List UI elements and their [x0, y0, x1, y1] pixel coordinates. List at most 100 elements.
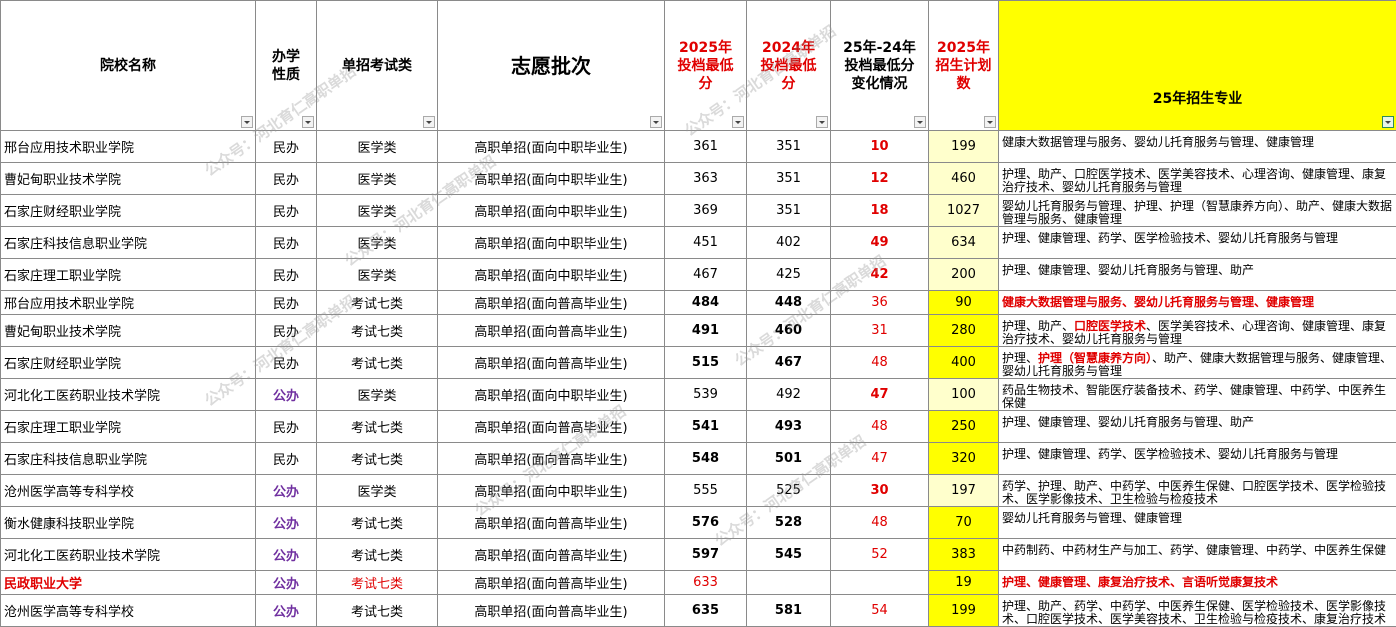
school-name: 邢台应用技术职业学院 — [1, 291, 256, 315]
header-cell: 办学性质 — [256, 1, 317, 131]
admission-batch: 高职单招(面向普高毕业生) — [438, 411, 665, 443]
school-nature: 民办 — [256, 131, 317, 163]
score-2024: 545 — [747, 539, 831, 571]
plan-count: 250 — [929, 411, 999, 443]
score-2025: 541 — [665, 411, 747, 443]
exam-category: 考试七类 — [317, 347, 438, 379]
exam-category: 考试七类 — [317, 411, 438, 443]
majors-text: 婴幼儿托育服务与管理、护理、护理（智慧康养方向）、助产、健康大数据管理与服务、健… — [1002, 200, 1393, 226]
filter-button[interactable] — [984, 116, 996, 128]
school-name: 石家庄理工职业学院 — [1, 411, 256, 443]
school-name: 沧州医学高等专科学校 — [1, 475, 256, 507]
exam-category: 考试七类 — [317, 507, 438, 539]
header-cell: 2025年招生计划数 — [929, 1, 999, 131]
plan-count: 70 — [929, 507, 999, 539]
score-2025: 555 — [665, 475, 747, 507]
major-part: 药学、护理、助产、中药学、中医养生保健、口腔医学技术、医学检验技术、医学影像技术… — [1002, 480, 1386, 506]
exam-category: 医学类 — [317, 379, 438, 411]
score-2024: 581 — [747, 595, 831, 627]
school-name: 衡水健康科技职业学院 — [1, 507, 256, 539]
score-2025: 635 — [665, 595, 747, 627]
filter-button[interactable] — [732, 116, 744, 128]
filter-button[interactable] — [914, 116, 926, 128]
majors-text: 护理、健康管理、药学、医学检验技术、婴幼儿托育服务与管理 — [1002, 448, 1393, 474]
header-text: 2024年投档最低分 — [761, 39, 817, 93]
score-2024: 501 — [747, 443, 831, 475]
admission-batch: 高职单招(面向中职毕业生) — [438, 475, 665, 507]
admission-batch: 高职单招(面向中职毕业生) — [438, 163, 665, 195]
filter-button[interactable] — [302, 116, 314, 128]
school-nature: 民办 — [256, 347, 317, 379]
school-name: 邢台应用技术职业学院 — [1, 131, 256, 163]
score-change: 18 — [831, 195, 929, 227]
plan-count: 320 — [929, 443, 999, 475]
admission-batch: 高职单招(面向中职毕业生) — [438, 195, 665, 227]
admission-batch: 高职单招(面向普高毕业生) — [438, 291, 665, 315]
score-2024: 460 — [747, 315, 831, 347]
exam-category: 考试七类 — [317, 315, 438, 347]
filter-button[interactable] — [816, 116, 828, 128]
majors-text: 护理、健康管理、康复治疗技术、言语听觉康复技术 — [1002, 576, 1393, 590]
plan-count: 199 — [929, 595, 999, 627]
header-text: 25年招生专业 — [1153, 90, 1242, 108]
header-cell: 志愿批次 — [438, 1, 665, 131]
filter-button[interactable] — [423, 116, 435, 128]
major-part: 健康大数据管理与服务、婴幼儿托育服务与管理、健康管理 — [1002, 136, 1314, 149]
score-2024: 351 — [747, 131, 831, 163]
score-2025: 548 — [665, 443, 747, 475]
school-nature: 公办 — [256, 475, 317, 507]
majors-text: 药品生物技术、智能医疗装备技术、药学、健康管理、中药学、中医养生保健 — [1002, 384, 1393, 410]
school-nature: 民办 — [256, 195, 317, 227]
admission-batch: 高职单招(面向普高毕业生) — [438, 571, 665, 595]
score-2024: 493 — [747, 411, 831, 443]
major-part: 护理、健康管理、婴幼儿托育服务与管理、助产 — [1002, 264, 1254, 277]
admission-batch: 高职单招(面向普高毕业生) — [438, 507, 665, 539]
score-change: 30 — [831, 475, 929, 507]
score-change: 47 — [831, 379, 929, 411]
school-name: 石家庄财经职业学院 — [1, 195, 256, 227]
score-2025: 633 — [665, 571, 747, 595]
plan-count: 383 — [929, 539, 999, 571]
school-name: 石家庄科技信息职业学院 — [1, 443, 256, 475]
exam-category: 医学类 — [317, 227, 438, 259]
admission-batch: 高职单招(面向普高毕业生) — [438, 595, 665, 627]
majors: 护理、助产、口腔医学技术、医学美容技术、心理咨询、健康管理、康复治疗技术、婴幼儿… — [999, 315, 1396, 347]
plan-count: 1027 — [929, 195, 999, 227]
score-2024: 402 — [747, 227, 831, 259]
filter-button[interactable] — [241, 116, 253, 128]
header-text: 单招考试类 — [342, 57, 412, 75]
filter-button[interactable] — [650, 116, 662, 128]
major-part: 护理、健康管理、康复治疗技术、言语听觉康复技术 — [1002, 576, 1278, 589]
score-change — [831, 571, 929, 595]
header-text: 2025年招生计划数 — [936, 39, 992, 93]
majors-text: 健康大数据管理与服务、婴幼儿托育服务与管理、健康管理 — [1002, 296, 1393, 310]
major-part: 护理、助产、口腔医学技术、医学美容技术、心理咨询、健康管理、康复治疗技术、婴幼儿… — [1002, 168, 1386, 194]
score-2025: 491 — [665, 315, 747, 347]
school-nature: 民办 — [256, 163, 317, 195]
school-nature: 民办 — [256, 443, 317, 475]
exam-category: 医学类 — [317, 259, 438, 291]
exam-category: 考试七类 — [317, 443, 438, 475]
majors-text: 药学、护理、助产、中药学、中医养生保健、口腔医学技术、医学检验技术、医学影像技术… — [1002, 480, 1393, 506]
school-name: 民政职业大学 — [1, 571, 256, 595]
score-change: 52 — [831, 539, 929, 571]
majors: 护理、健康管理、药学、医学检验技术、婴幼儿托育服务与管理 — [999, 443, 1396, 475]
score-2025: 467 — [665, 259, 747, 291]
exam-category: 考试七类 — [317, 571, 438, 595]
school-nature: 公办 — [256, 571, 317, 595]
score-change: 54 — [831, 595, 929, 627]
score-2025: 576 — [665, 507, 747, 539]
school-nature: 民办 — [256, 259, 317, 291]
filter-button[interactable] — [1382, 116, 1394, 128]
score-change: 12 — [831, 163, 929, 195]
major-part: 护理、健康管理、药学、医学检验技术、婴幼儿托育服务与管理 — [1002, 448, 1338, 461]
